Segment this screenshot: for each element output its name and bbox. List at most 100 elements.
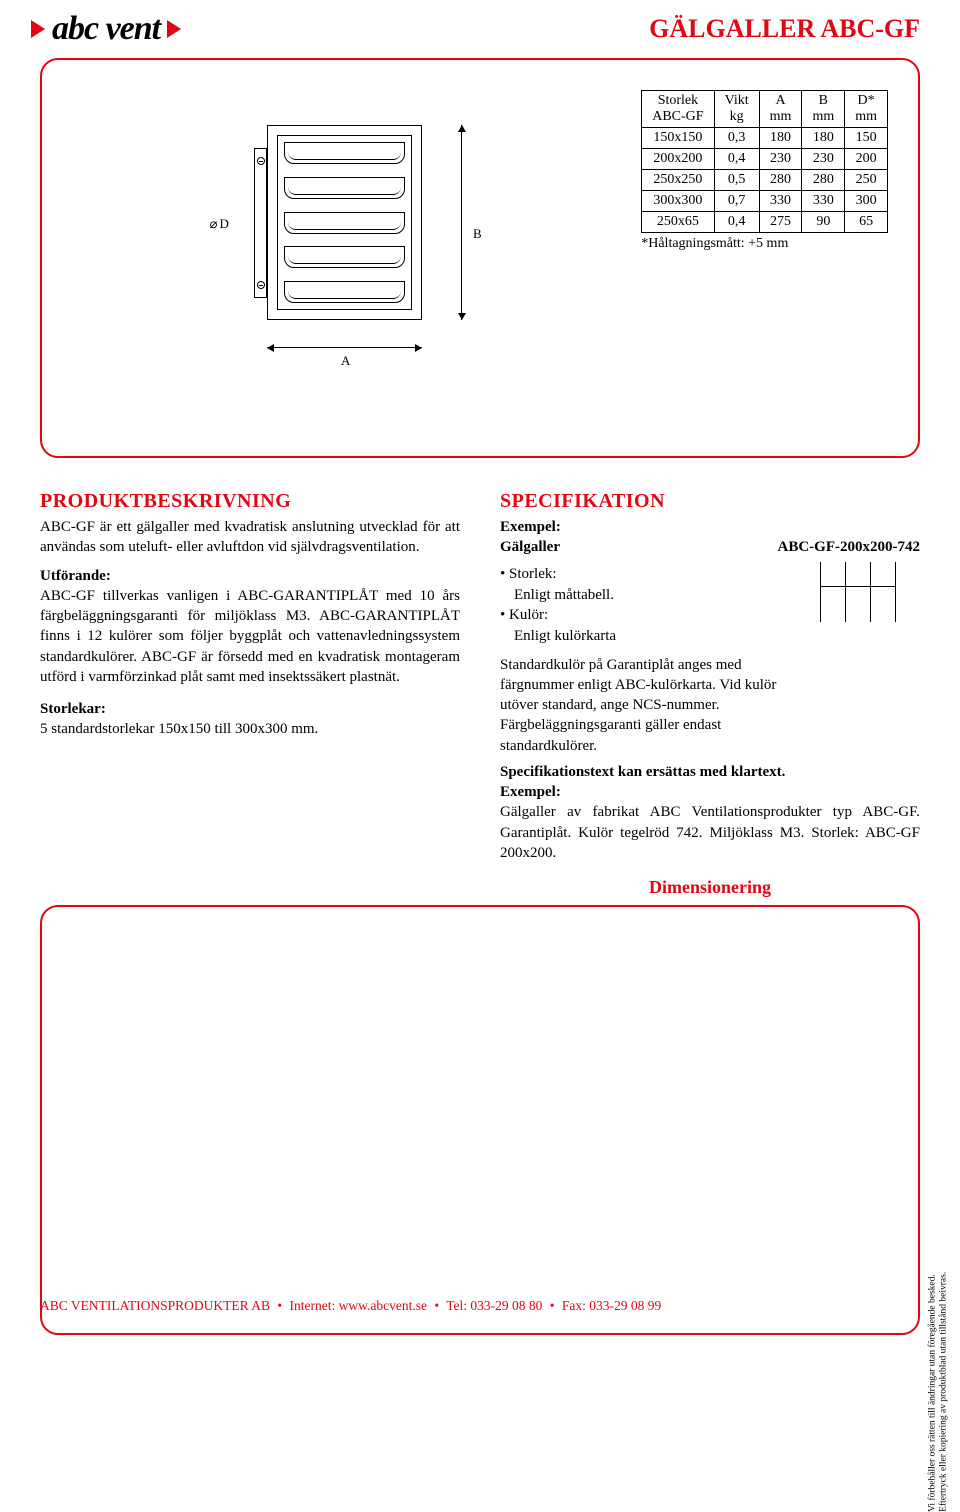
- table-row: 150x1500,3180180150: [642, 128, 888, 149]
- table-cell: 0,7: [714, 191, 759, 212]
- brand-name: abc vent: [52, 10, 160, 48]
- intro-text: ABC-GF är ett gälgaller med kvadratisk a…: [40, 517, 460, 558]
- dim-b-label: B: [473, 226, 482, 242]
- list-item: Storlek:: [500, 564, 792, 584]
- utforande-text: ABC-GF tillverkas vanligen i ABC-GARANTI…: [40, 588, 460, 685]
- example-model: ABC-GF-200x200-742: [778, 537, 921, 557]
- table-row: 250x2500,5280280250: [642, 170, 888, 191]
- louver-slat: [284, 212, 405, 234]
- table-footnote: *Håltagningsmått: +5 mm: [641, 236, 888, 252]
- table-cell: 330: [759, 191, 802, 212]
- left-heading: PRODUKTBESKRIVNING: [40, 488, 460, 515]
- table-cell: 200x200: [642, 149, 714, 170]
- table-cell: 0,5: [714, 170, 759, 191]
- table-header-row: StorlekABC-GF Viktkg Amm Bmm D*mm: [642, 91, 888, 128]
- page-title: GÄLGALLER ABC-GF: [649, 14, 920, 44]
- dim-a-arrow: A: [267, 338, 422, 358]
- list-item: Kulör:: [500, 605, 792, 625]
- table-cell: 180: [802, 128, 845, 149]
- table-cell: 0,4: [714, 212, 759, 233]
- table-cell: 250: [845, 170, 888, 191]
- table-cell: 280: [759, 170, 802, 191]
- table-cell: 90: [802, 212, 845, 233]
- footer-fax: 033-29 08 99: [589, 1298, 661, 1313]
- table-cell: 0,3: [714, 128, 759, 149]
- louver-slat: [284, 142, 405, 164]
- table-row: 250x650,42759065: [642, 212, 888, 233]
- table-cell: 280: [802, 170, 845, 191]
- dimensioning-heading: Dimensionering: [500, 875, 920, 899]
- spec-text-block: Specifikationstext kan ersättas med klar…: [500, 762, 920, 863]
- exempel-label: Exempel:: [500, 517, 920, 537]
- list-sub: Enligt måttabell.: [514, 585, 792, 605]
- top-panel: D B A StorlekABC-GF Viktkg Amm Bmm D*mm: [40, 58, 920, 458]
- footer-internet: www.abcvent.se: [339, 1298, 427, 1313]
- th: StorlekABC-GF: [642, 91, 714, 128]
- louver-slat: [284, 177, 405, 199]
- spec-right-text: Storlek: Enligt måttabell. Kulör: Enligt…: [500, 558, 792, 756]
- footer-company: ABC VENTILATIONSPRODUKTER AB: [40, 1298, 270, 1313]
- table-cell: 180: [759, 128, 802, 149]
- exempel2-text: Gälgaller av fabrikat ABC Ventilationspr…: [500, 804, 920, 861]
- louver-slat: [284, 246, 405, 268]
- louver-inner: [277, 135, 412, 310]
- arrow-line-icon: [267, 347, 422, 348]
- exempel2-label: Exempel:: [500, 784, 561, 800]
- table-cell: 230: [802, 149, 845, 170]
- logo-triangle-icon: [31, 20, 45, 38]
- dim-b-arrow: B: [452, 125, 472, 320]
- diagram-area: D B A: [72, 90, 611, 370]
- mount-plate: [254, 148, 267, 298]
- table-cell: 250x250: [642, 170, 714, 191]
- footer-internet-label: Internet:: [290, 1298, 336, 1313]
- footer: ABC VENTILATIONSPRODUKTER AB • Internet:…: [40, 1298, 920, 1314]
- utforande-label: Utförande:: [40, 568, 111, 584]
- example-row: Gälgaller ABC-GF-200x200-742: [500, 537, 920, 557]
- footer-tel-label: Tel:: [446, 1298, 467, 1313]
- storlekar-block: Storlekar: 5 standardstorlekar 150x150 t…: [40, 699, 460, 740]
- table-cell: 150x150: [642, 128, 714, 149]
- list-sub: Enligt kulörkarta: [514, 626, 792, 646]
- th: Amm: [759, 91, 802, 128]
- content-columns: PRODUKTBESKRIVNING ABC-GF är ett gälgall…: [0, 458, 960, 899]
- footer-fax-label: Fax:: [562, 1298, 586, 1313]
- th: D*mm: [845, 91, 888, 128]
- table-cell: 0,4: [714, 149, 759, 170]
- spec-bullets: Storlek: Enligt måttabell. Kulör: Enligt…: [500, 564, 792, 647]
- screw-icon: [257, 281, 265, 289]
- dim-d-label: D: [210, 216, 229, 232]
- product-diagram: D B A: [202, 90, 482, 370]
- table-cell: 65: [845, 212, 888, 233]
- brand-logo: abc vent: [30, 10, 182, 48]
- table-cell: 300x300: [642, 191, 714, 212]
- spec-right-block: Storlek: Enligt måttabell. Kulör: Enligt…: [500, 558, 920, 756]
- table-row: 300x3000,7330330300: [642, 191, 888, 212]
- storlekar-label: Storlekar:: [40, 701, 106, 717]
- kulor-para: Standardkulör på Garantiplåt anges med f…: [500, 657, 776, 754]
- header: abc vent GÄLGALLER ABC-GF: [0, 0, 960, 48]
- right-heading: SPECIFIKATION: [500, 488, 920, 515]
- spec-table: StorlekABC-GF Viktkg Amm Bmm D*mm 150x15…: [641, 90, 888, 233]
- dim-a-label: A: [341, 353, 350, 369]
- louver-slat: [284, 281, 405, 303]
- table-row: 200x2000,4230230200: [642, 149, 888, 170]
- table-cell: 330: [802, 191, 845, 212]
- side-disclaimer: Vi förbehåller oss rätten till ändringar…: [927, 1272, 950, 1512]
- utforande-block: Utförande: ABC-GF tillverkas vanligen i …: [40, 566, 460, 688]
- screw-icon: [257, 157, 265, 165]
- spec-text-bold: Specifikationstext kan ersättas med klar…: [500, 764, 785, 780]
- th: Bmm: [802, 91, 845, 128]
- table-cell: 300: [845, 191, 888, 212]
- storlekar-text: 5 standardstorlekar 150x150 till 300x300…: [40, 721, 318, 737]
- right-column: SPECIFIKATION Exempel: Gälgaller ABC-GF-…: [500, 488, 920, 899]
- table-cell: 250x65: [642, 212, 714, 233]
- arrow-line-icon: [461, 125, 462, 320]
- table-cell: 200: [845, 149, 888, 170]
- spec-table-area: StorlekABC-GF Viktkg Amm Bmm D*mm 150x15…: [641, 90, 888, 252]
- bottom-panel: [40, 905, 920, 1335]
- logo-triangle-icon: [167, 20, 181, 38]
- table-cell: 275: [759, 212, 802, 233]
- mini-tree-diagram: [810, 562, 920, 662]
- left-column: PRODUKTBESKRIVNING ABC-GF är ett gälgall…: [40, 488, 460, 899]
- example-product: Gälgaller: [500, 537, 560, 557]
